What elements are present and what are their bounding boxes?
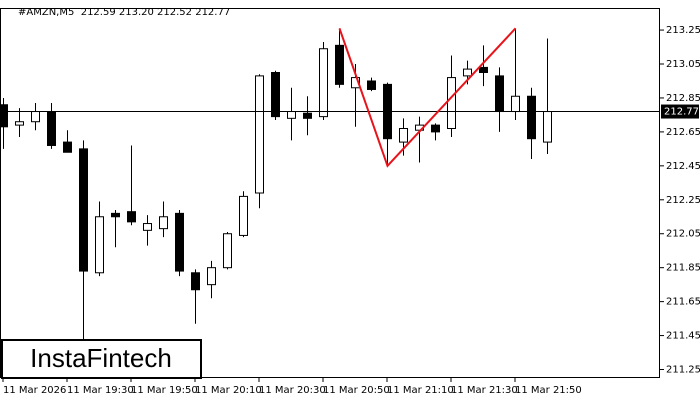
candle-body	[367, 80, 376, 90]
pattern-line	[338, 27, 517, 168]
watermark: InstaFintech	[30, 343, 172, 373]
y-tick-label: 211.45	[666, 331, 700, 342]
candle-body	[47, 111, 56, 146]
candle-body	[271, 71, 280, 118]
x-tick-label: 11 Mar 20:10	[195, 385, 262, 396]
y-tick-label: 212.45	[666, 161, 700, 172]
y-tick-label: 211.65	[666, 297, 700, 308]
watermark-box	[1, 339, 202, 379]
y-tick-label: 212.05	[666, 229, 700, 240]
candle-body	[31, 111, 40, 123]
x-tick-label: 11 Mar 21:30	[451, 385, 518, 396]
candle-body	[335, 44, 344, 85]
candle-body	[207, 267, 216, 286]
x-tick-label: 11 Mar 21:10	[387, 385, 454, 396]
candle-body	[431, 124, 440, 133]
candle-body	[463, 68, 472, 77]
plot-frame	[0, 8, 660, 378]
y-tick-label: 212.65	[666, 127, 700, 138]
candle-body	[479, 66, 488, 73]
candle-body	[143, 223, 152, 231]
candle-body	[63, 141, 72, 153]
candle-body	[543, 111, 552, 143]
x-tick-label: 11 Mar 2026	[3, 385, 66, 396]
candle-body	[255, 75, 264, 194]
candle-body	[0, 104, 8, 128]
y-tick-label: 211.25	[666, 365, 700, 376]
price-label-box	[661, 104, 699, 119]
chart-title: #AMZN,M5 212.59 213.20 212.52 212.77	[18, 7, 230, 18]
candle-body	[511, 95, 520, 113]
candle-body	[15, 121, 24, 126]
x-tick-label: 11 Mar 19:30	[67, 385, 134, 396]
y-tick-label: 212.85	[666, 93, 700, 104]
candle-body	[223, 233, 232, 269]
y-tick-label: 213.25	[666, 25, 700, 36]
candle-body	[159, 216, 168, 230]
candle-body	[399, 128, 408, 143]
y-tick-label: 212.25	[666, 195, 700, 206]
candle-body	[319, 48, 328, 118]
candle-body	[303, 112, 312, 119]
x-tick-label: 11 Mar 21:50	[515, 385, 582, 396]
candle-body	[191, 272, 200, 291]
candle-body	[79, 148, 88, 272]
candle-body	[175, 212, 184, 272]
candle-body	[527, 95, 536, 140]
x-tick-label: 11 Mar 20:50	[323, 385, 390, 396]
candle-body	[287, 111, 296, 119]
y-tick-label: 213.05	[666, 59, 700, 70]
candle-body	[127, 211, 136, 223]
candle-body	[495, 75, 504, 113]
x-tick-label: 11 Mar 19:50	[131, 385, 198, 396]
price-label: 212.77	[664, 107, 699, 118]
candle-body	[95, 216, 104, 274]
candle-body	[447, 77, 456, 130]
candle-body	[111, 212, 120, 218]
candle-body	[239, 195, 248, 236]
y-tick-label: 211.85	[666, 263, 700, 274]
x-tick-label: 11 Mar 20:30	[259, 385, 326, 396]
